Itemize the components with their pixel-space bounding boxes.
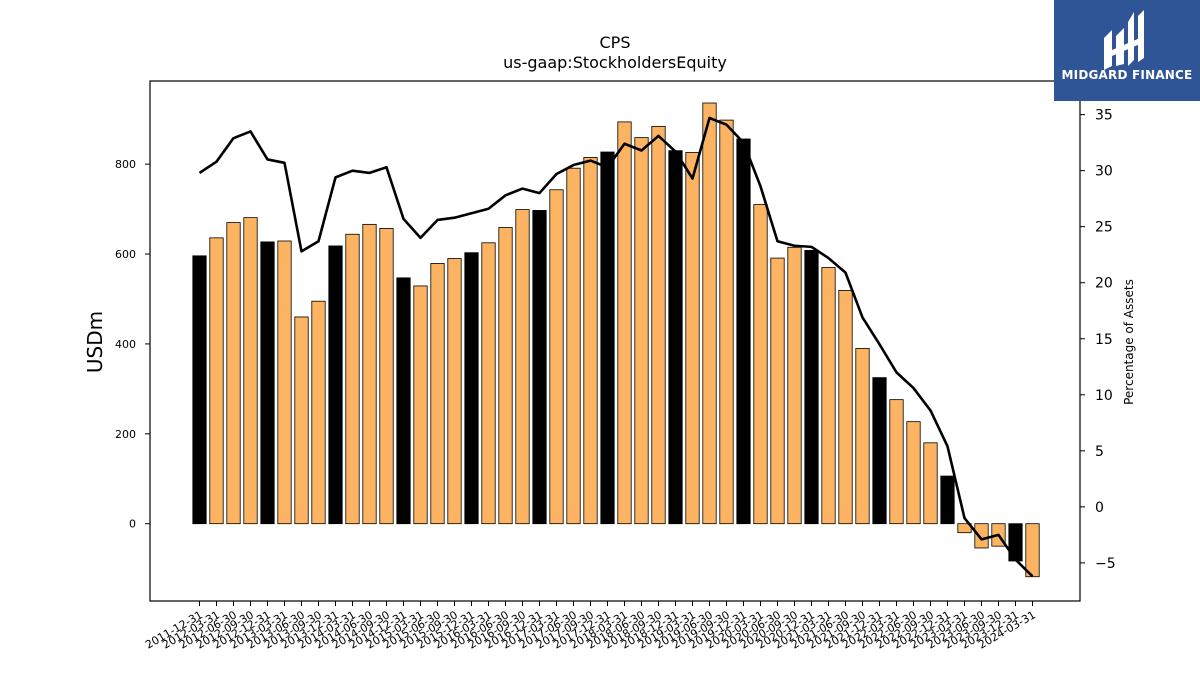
- y2-tick-label: 15: [1095, 332, 1113, 348]
- logo-mark-icon: [1104, 10, 1144, 70]
- y2-tick-label: −5: [1095, 556, 1116, 572]
- bar: [1008, 523, 1023, 562]
- bar: [498, 227, 513, 525]
- bar: [668, 150, 683, 525]
- x-axis: 2011-12-312012-03-312012-06-302012-09-30…: [143, 601, 1038, 652]
- y2-tick-label: 25: [1095, 220, 1113, 236]
- bar: [464, 252, 479, 525]
- line-percentage-of-assets: [198, 116, 1034, 578]
- bar: [243, 217, 258, 525]
- bar: [396, 277, 411, 525]
- bar: [379, 228, 394, 525]
- bar: [804, 250, 819, 525]
- bar: [515, 209, 530, 525]
- bar: [889, 399, 904, 525]
- bar: [719, 119, 734, 525]
- bar: [872, 377, 887, 525]
- bar: [753, 204, 768, 525]
- bar: [974, 523, 989, 549]
- y2-tick-label: 10: [1095, 388, 1113, 404]
- brand-logo: MIDGARD FINANCE: [1054, 0, 1200, 101]
- plot-frame: [149, 80, 1081, 602]
- y2-tick-label: 5: [1095, 444, 1104, 460]
- bar: [294, 316, 309, 525]
- bar: [583, 156, 598, 525]
- bar: [566, 167, 581, 525]
- bar-series: [192, 102, 1040, 578]
- bar: [787, 246, 802, 525]
- bar: [838, 290, 853, 525]
- bar: [940, 475, 955, 525]
- right-axis: −5 0 5 10 15 20 25 30 35: [1080, 108, 1116, 572]
- bar: [617, 121, 632, 525]
- bar: [362, 223, 377, 525]
- y-tick-label: 600: [115, 248, 136, 261]
- y-tick-label: 400: [115, 338, 136, 351]
- bar: [549, 189, 564, 525]
- bar: [260, 241, 275, 525]
- bar: [634, 137, 649, 525]
- bar: [311, 300, 326, 525]
- bar: [226, 222, 241, 525]
- bar: [277, 240, 292, 525]
- y-tick-label: 800: [115, 158, 136, 171]
- y2-axis-label: Percentage of Assets: [1122, 279, 1136, 405]
- bar: [328, 245, 343, 525]
- bar: [532, 210, 547, 525]
- bar: [770, 257, 785, 525]
- bar: [192, 255, 207, 525]
- bar: [345, 233, 360, 525]
- bar: [413, 285, 428, 525]
- bar: [651, 125, 666, 525]
- bar: [736, 138, 751, 525]
- y2-tick-label: 0: [1095, 500, 1104, 516]
- y-axis-label: USDm: [83, 311, 107, 373]
- line-series: [198, 116, 1034, 578]
- brand-name: MIDGARD FINANCE: [1061, 68, 1193, 82]
- left-axis: 0 200 400 600 800: [115, 158, 150, 531]
- y-tick-label: 0: [129, 518, 136, 531]
- bar: [702, 102, 717, 525]
- bar: [600, 151, 615, 525]
- bar: [855, 348, 870, 525]
- bar: [685, 152, 700, 525]
- bar: [906, 421, 921, 525]
- y-tick-label: 200: [115, 428, 136, 441]
- bar: [447, 258, 462, 525]
- bar: [481, 242, 496, 525]
- bar: [821, 267, 836, 525]
- bar: [209, 237, 224, 525]
- bar: [923, 442, 938, 525]
- chart-subtitle: us-gaap:StockholdersEquity: [503, 53, 727, 72]
- bar: [430, 263, 445, 525]
- y2-tick-label: 30: [1095, 164, 1113, 180]
- chart-title: CPS: [600, 33, 631, 52]
- y2-tick-label: 35: [1095, 108, 1113, 124]
- y2-tick-label: 20: [1095, 276, 1113, 292]
- bar: [1025, 523, 1040, 578]
